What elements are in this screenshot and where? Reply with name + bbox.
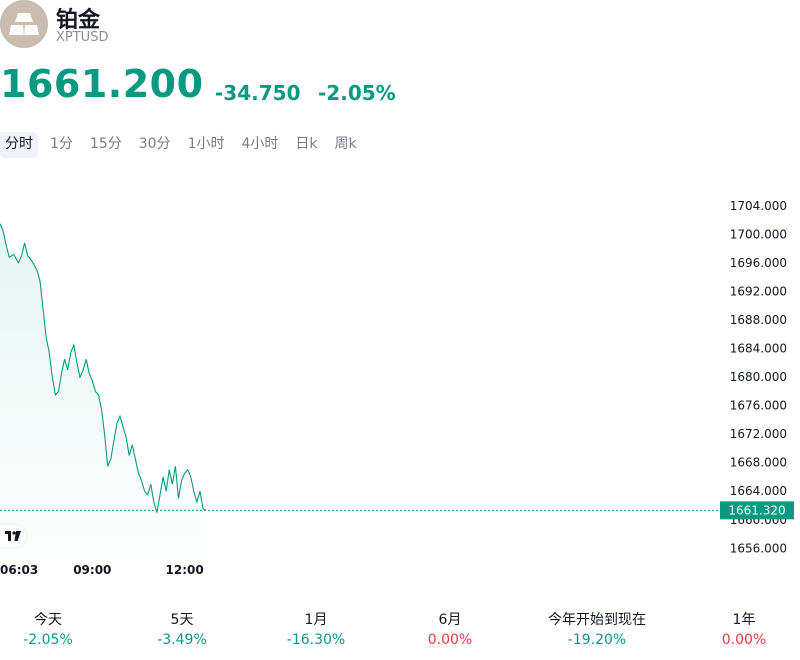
tab-daily[interactable]: 日k: [295, 136, 318, 152]
tab-intraday[interactable]: 分时: [0, 132, 38, 158]
perf-6m[interactable]: 6月 0.00%: [390, 610, 510, 650]
last-price: 1661.200: [0, 62, 204, 106]
symbol-name: 铂金: [56, 8, 101, 33]
perf-ytd[interactable]: 今年开始到现在 -19.20%: [537, 610, 657, 650]
perf-value: -19.20%: [567, 632, 627, 648]
y-tick-label: 1700.000: [730, 227, 787, 241]
y-tick-label: 1684.000: [730, 342, 787, 356]
x-tick-label: 06:03: [0, 563, 38, 577]
tab-15m[interactable]: 15分: [89, 136, 122, 152]
perf-1m[interactable]: 1月 -16.30%: [256, 610, 376, 650]
perf-value: 0.00%: [427, 632, 473, 648]
y-tick-label: 1656.000: [730, 541, 787, 555]
perf-label: 5天: [170, 612, 194, 628]
perf-value: -3.49%: [157, 632, 207, 648]
price-chart[interactable]: 1704.000 1700.000 1696.000 1692.000 1688.000…: [0, 170, 800, 580]
symbol-header: 铂金 XPTUSD: [0, 0, 400, 50]
perf-label: 1年: [732, 612, 756, 628]
perf-5d[interactable]: 5天 -3.49%: [122, 610, 242, 650]
y-tick-label: 1680.000: [730, 370, 787, 384]
price-series-line: [0, 223, 207, 513]
x-tick-label: 09:00: [73, 563, 111, 577]
price-change-percent: -2.05%: [318, 81, 396, 105]
platinum-bars-icon: [0, 0, 48, 48]
y-tick-label: 1688.000: [730, 313, 787, 327]
tab-1h[interactable]: 1小时: [187, 136, 225, 152]
perf-value: -2.05%: [23, 632, 73, 648]
perf-1y[interactable]: 1年 0.00%: [684, 610, 800, 650]
y-tick-label: 1692.000: [730, 284, 787, 298]
tab-1m[interactable]: 1分: [50, 136, 73, 152]
y-tick-label: 1696.000: [730, 256, 787, 270]
current-price-label: 1661.320: [728, 503, 785, 517]
current-price-tag: [720, 501, 794, 520]
tab-30m[interactable]: 30分: [138, 136, 171, 152]
y-tick-label: 1664.000: [730, 484, 787, 498]
tradingview-logo-icon[interactable]: [0, 525, 26, 547]
tab-weekly[interactable]: 周k: [334, 136, 357, 152]
interval-tabs: 分时 1分 15分 30分 1小时 4小时 日k 周k: [0, 132, 369, 158]
x-tick-label: 12:00: [166, 563, 204, 577]
perf-value: 0.00%: [721, 632, 767, 648]
y-tick-label: 1668.000: [730, 456, 787, 470]
perf-label: 1月: [304, 612, 328, 628]
tab-4h[interactable]: 4小时: [241, 136, 279, 152]
price-area-fill: [0, 223, 207, 559]
perf-label: 今年开始到现在: [548, 612, 646, 628]
y-tick-label: 1676.000: [730, 399, 787, 413]
perf-today[interactable]: 今天 -2.05%: [0, 610, 108, 650]
symbol-ticker: XPTUSD: [56, 30, 109, 45]
perf-value: -16.30%: [286, 632, 346, 648]
y-tick-label: 1672.000: [730, 427, 787, 441]
y-tick-label: 1704.000: [730, 199, 787, 213]
quote-row: 1661.200 -34.750 -2.05%: [0, 62, 600, 110]
perf-label: 6月: [438, 612, 462, 628]
perf-label: 今天: [34, 612, 62, 628]
price-change: -34.750: [215, 81, 301, 105]
performance-bar: 今天 -2.05% 5天 -3.49% 1月 -16.30% 6月 0.00% …: [0, 610, 800, 654]
